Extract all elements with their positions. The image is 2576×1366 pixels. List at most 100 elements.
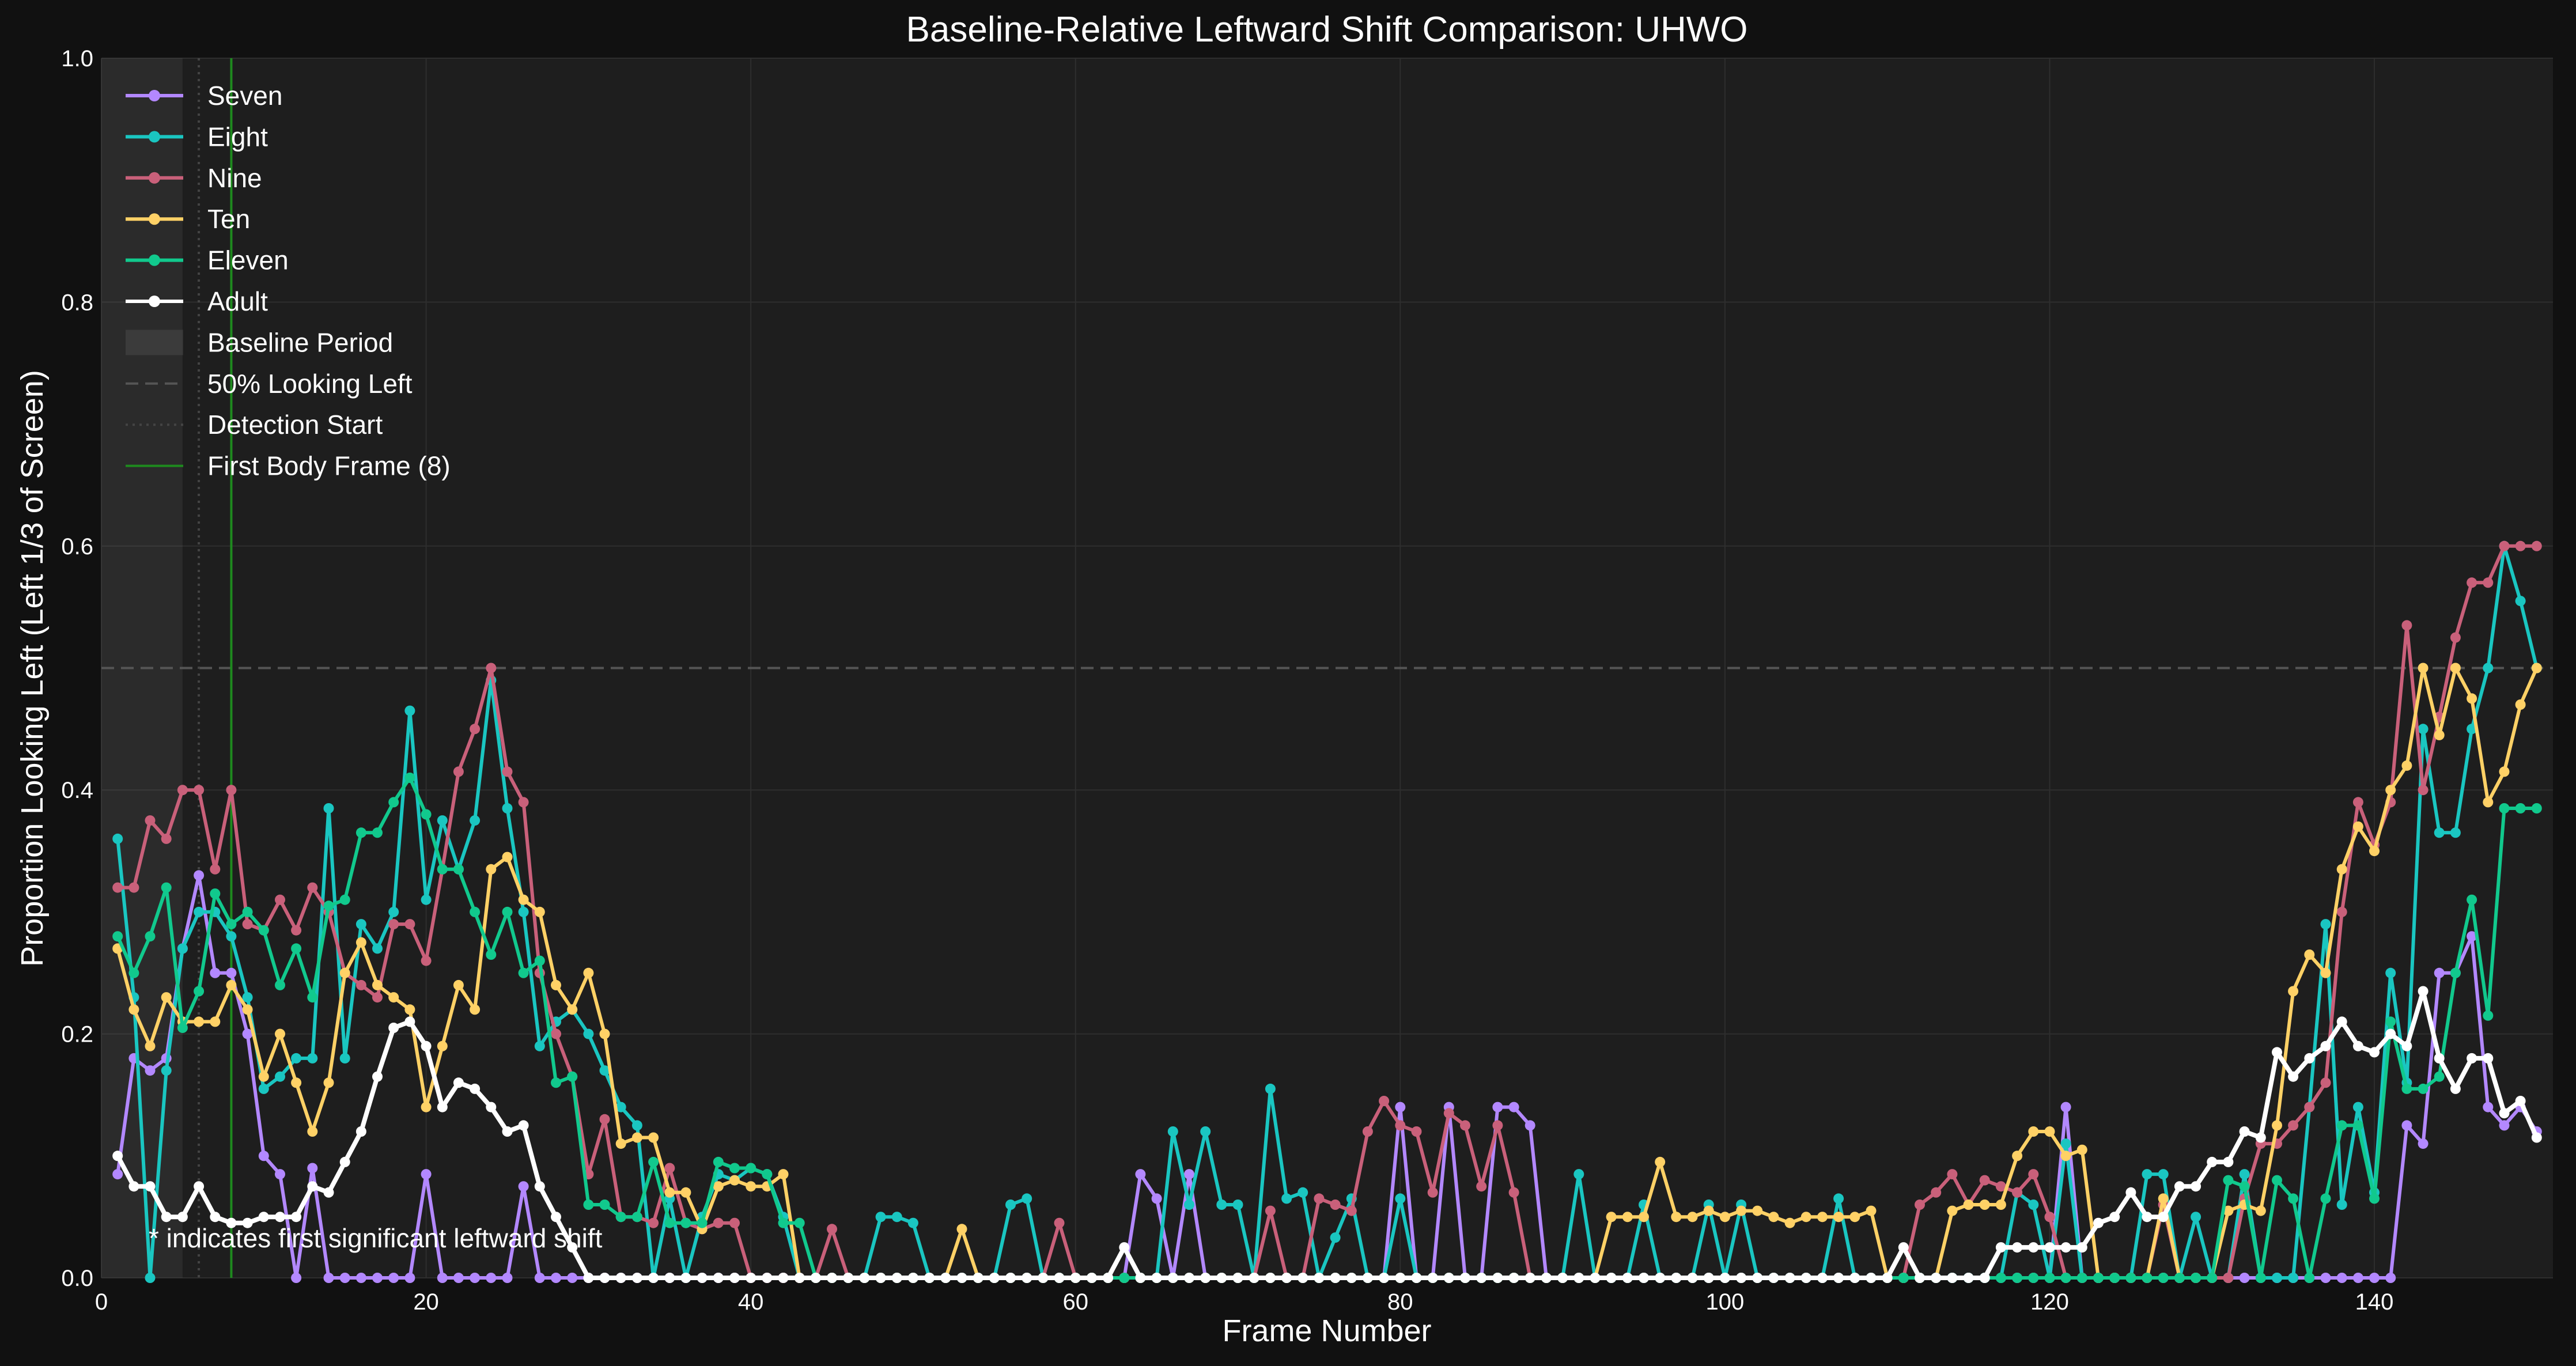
data-point — [1768, 1273, 1779, 1283]
data-point — [226, 1217, 237, 1228]
data-point — [404, 1016, 415, 1027]
data-point — [746, 1181, 756, 1192]
data-point — [2418, 1083, 2429, 1094]
data-point — [210, 1212, 221, 1223]
data-point — [2044, 1212, 2055, 1223]
data-point — [2044, 1126, 2055, 1137]
data-point — [437, 815, 448, 826]
data-point — [1622, 1212, 1633, 1223]
data-point — [599, 1199, 610, 1210]
data-point — [453, 864, 464, 875]
data-point — [2288, 1120, 2299, 1131]
data-point — [1070, 1273, 1081, 1283]
x-tick-label: 120 — [2030, 1289, 2069, 1315]
data-point — [226, 785, 237, 796]
data-point — [567, 1273, 578, 1283]
data-point — [161, 992, 172, 1003]
data-point — [534, 1273, 545, 1283]
data-point — [778, 1273, 789, 1283]
data-point — [2401, 1120, 2412, 1131]
data-point — [2093, 1273, 2104, 1283]
data-point — [112, 833, 123, 844]
data-point — [1151, 1193, 1162, 1204]
data-point — [194, 986, 205, 997]
data-point — [1167, 1126, 1178, 1137]
data-point — [1915, 1199, 1925, 1210]
data-point — [713, 1156, 724, 1167]
data-point — [2336, 1016, 2347, 1027]
data-point — [1314, 1273, 1325, 1283]
data-point — [210, 864, 221, 875]
legend-label: Seven — [207, 81, 282, 111]
legend: Seven Eight Nine Ten Eleven Adult Baseline Per… — [126, 81, 451, 481]
data-point — [470, 1083, 481, 1094]
data-point — [1979, 1273, 1990, 1283]
data-point — [1443, 1108, 1454, 1119]
y-tick-label: 0.0 — [61, 1266, 93, 1291]
data-point — [291, 1077, 302, 1088]
data-point — [551, 1077, 561, 1088]
data-point — [1655, 1156, 1666, 1167]
x-axis-label: Frame Number — [1222, 1314, 1431, 1348]
data-point — [2239, 1273, 2250, 1283]
data-point — [2336, 1120, 2347, 1131]
data-point — [355, 827, 366, 838]
data-point — [1443, 1273, 1454, 1283]
data-point — [2304, 1102, 2315, 1113]
data-point — [2288, 1071, 2299, 1082]
data-point — [2369, 1047, 2380, 1058]
data-point — [1249, 1273, 1259, 1283]
data-point — [2434, 729, 2445, 740]
data-point — [2028, 1199, 2039, 1210]
data-point — [1395, 1193, 1406, 1204]
data-point — [1639, 1273, 1649, 1283]
data-point — [2450, 1083, 2461, 1094]
data-point — [762, 1169, 773, 1180]
data-point — [226, 919, 237, 930]
data-point — [631, 1132, 642, 1143]
data-point — [1330, 1199, 1341, 1210]
data-point — [2483, 797, 2494, 808]
data-point — [551, 1028, 561, 1039]
data-point — [567, 1242, 578, 1253]
data-point — [388, 992, 399, 1003]
data-point — [583, 967, 594, 978]
data-point — [1395, 1102, 1406, 1113]
data-point — [2207, 1156, 2218, 1167]
data-point — [1655, 1273, 1666, 1283]
data-point — [323, 1077, 334, 1088]
data-point — [534, 955, 545, 966]
data-point — [1898, 1273, 1909, 1283]
data-point — [1525, 1120, 1535, 1131]
data-point — [827, 1273, 837, 1283]
data-point — [1752, 1205, 1763, 1216]
data-point — [307, 1053, 318, 1064]
data-point — [2028, 1126, 2039, 1137]
data-point — [1460, 1120, 1470, 1131]
data-point — [437, 1273, 448, 1283]
data-point — [421, 1040, 432, 1051]
data-point — [1379, 1273, 1390, 1283]
data-point — [307, 882, 318, 893]
data-point — [388, 1273, 399, 1283]
data-point — [275, 1169, 285, 1180]
data-point — [2385, 1028, 2396, 1039]
data-point — [486, 949, 497, 960]
data-point — [518, 967, 529, 978]
data-point — [2288, 1273, 2299, 1283]
x-tick-label: 80 — [1387, 1289, 1413, 1315]
data-point — [1752, 1273, 1763, 1283]
data-point — [1622, 1273, 1633, 1283]
data-point — [1200, 1273, 1211, 1283]
data-point — [470, 1273, 481, 1283]
data-point — [1784, 1217, 1795, 1228]
data-point — [1476, 1181, 1487, 1192]
data-point — [1573, 1273, 1584, 1283]
data-point — [664, 1273, 675, 1283]
data-point — [729, 1163, 740, 1174]
data-point — [664, 1217, 675, 1228]
data-point — [2401, 1040, 2412, 1051]
data-point — [680, 1217, 691, 1228]
data-point — [421, 894, 432, 905]
